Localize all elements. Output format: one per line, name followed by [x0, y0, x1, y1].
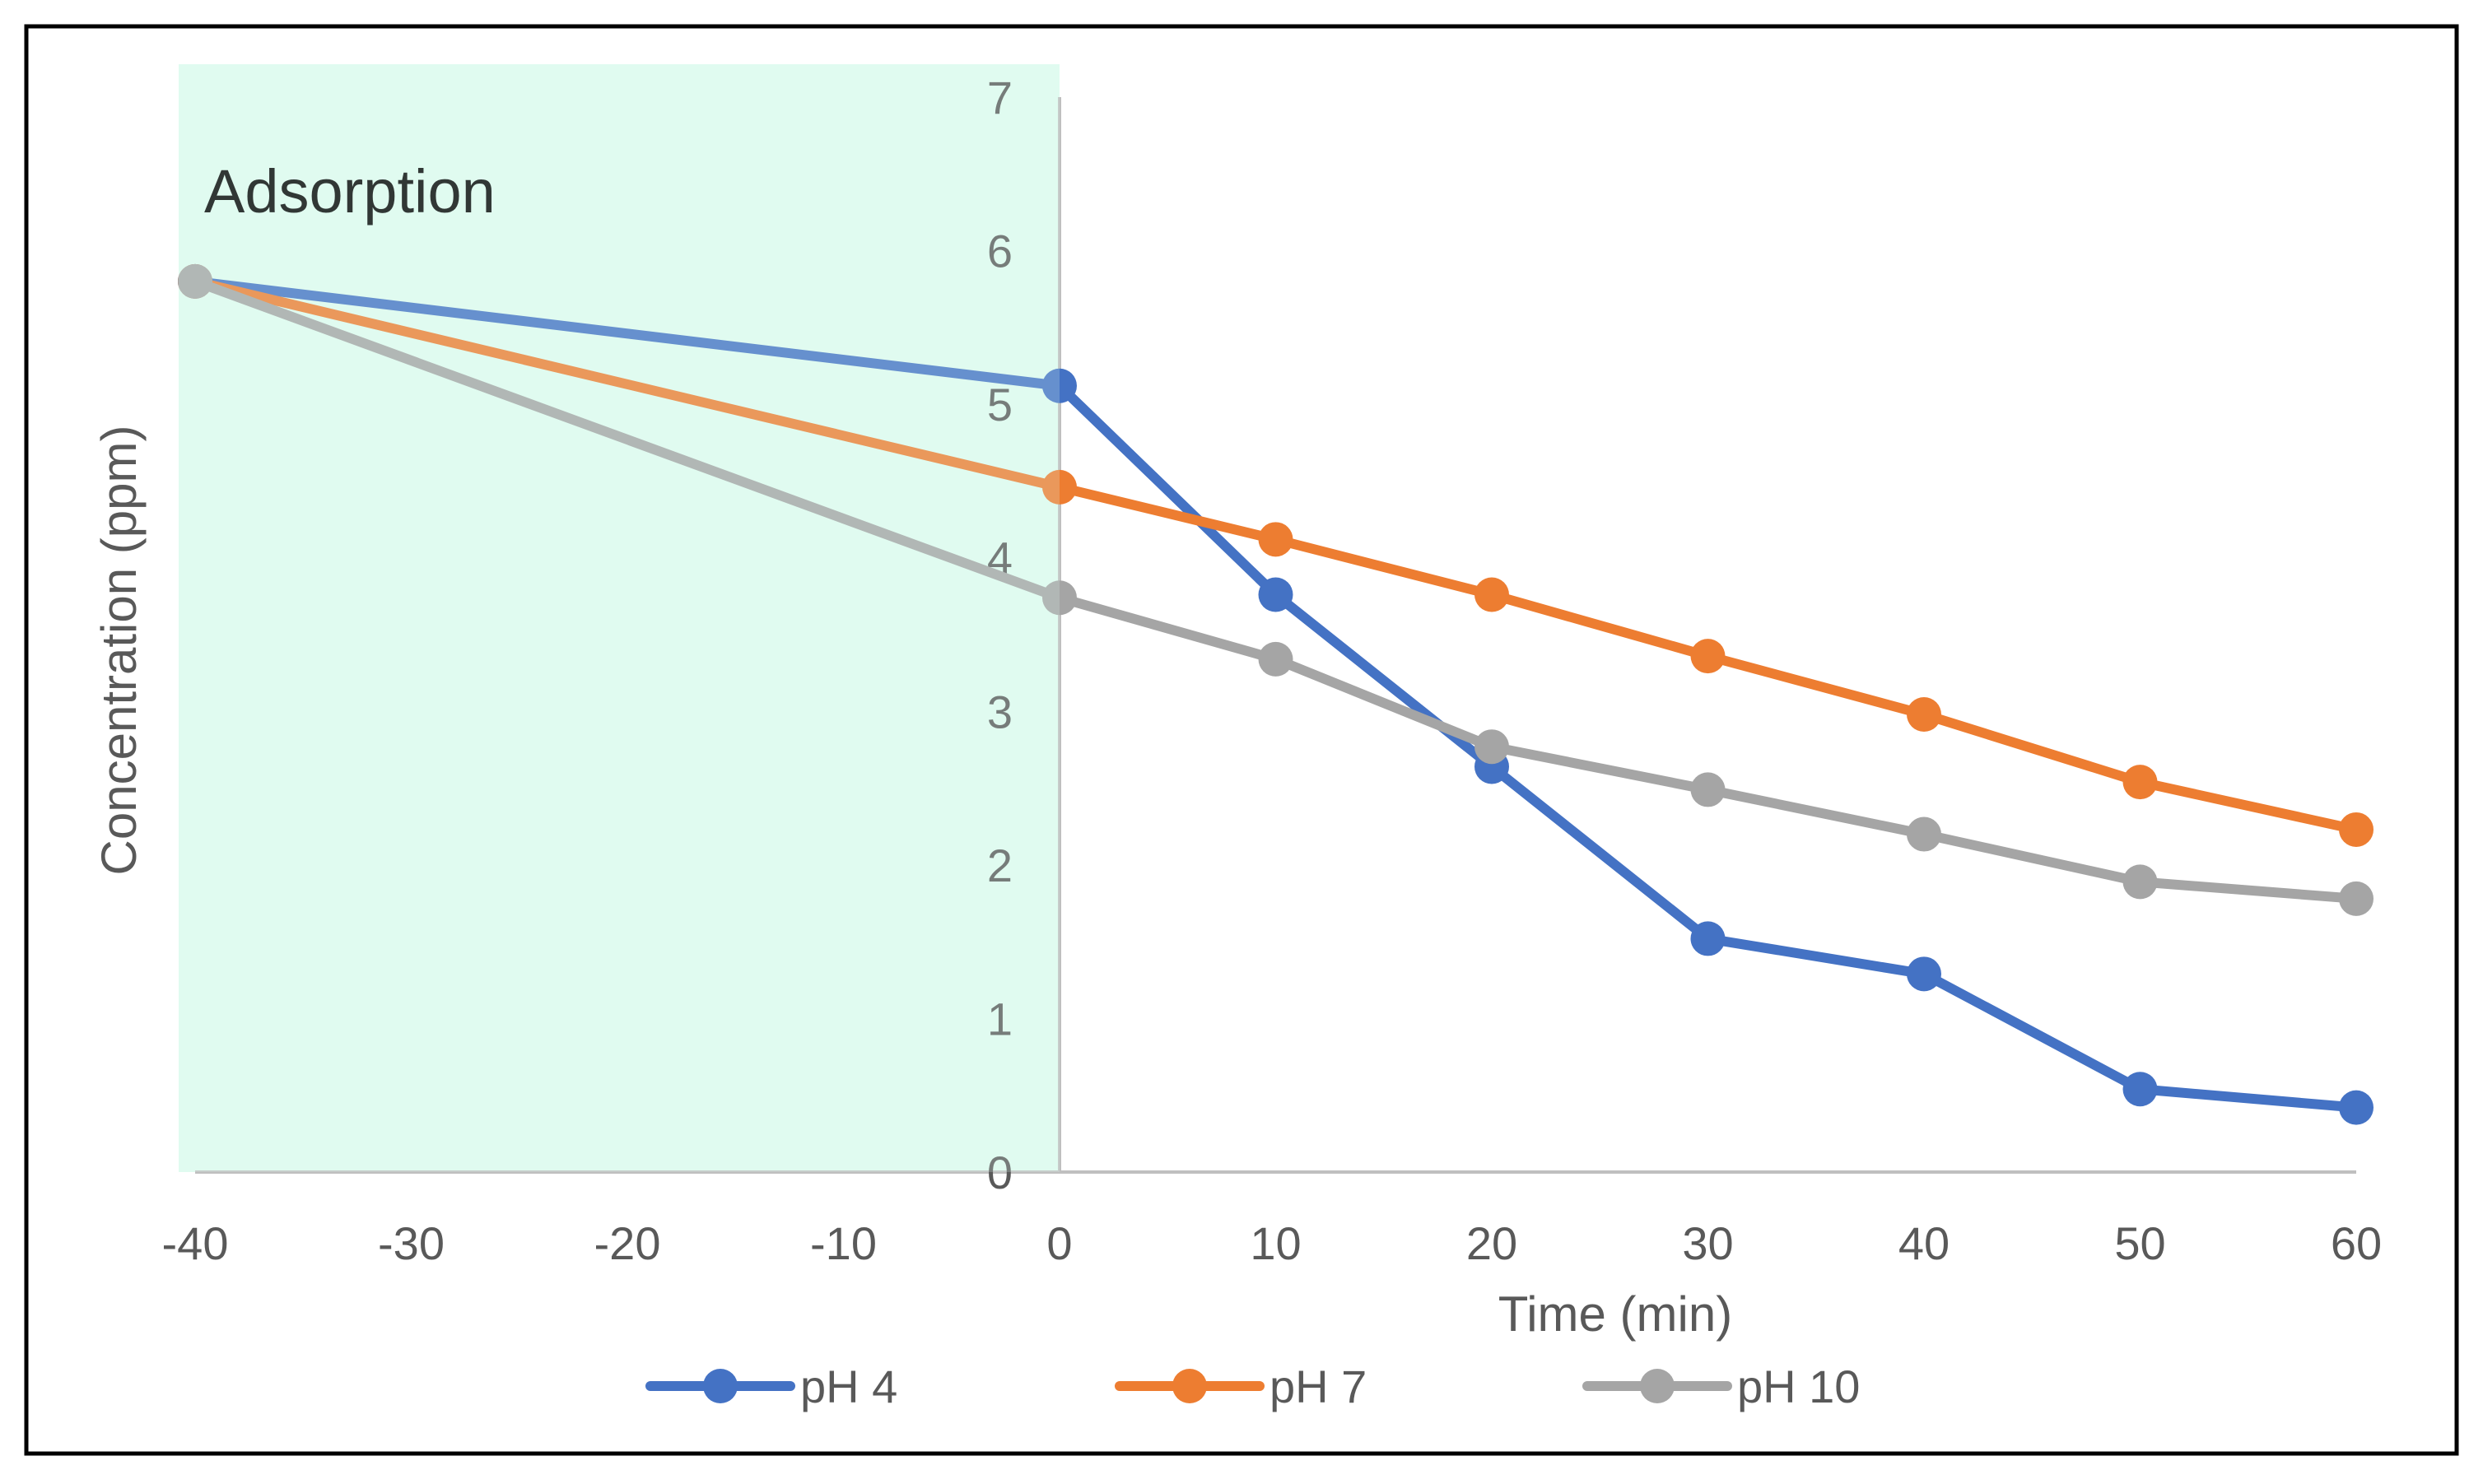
data-point — [2122, 864, 2158, 900]
y-tick-label: 0 — [987, 1147, 1013, 1198]
data-point — [2339, 881, 2374, 916]
x-tick-label: 50 — [2114, 1217, 2165, 1269]
data-point — [1258, 641, 1293, 677]
data-point — [1042, 368, 1077, 403]
data-point — [2339, 1090, 2374, 1125]
legend-item: pH 7 — [1115, 1361, 1367, 1412]
data-point — [1690, 921, 1726, 956]
x-tick-label: -10 — [810, 1217, 877, 1269]
legend-item: pH 4 — [645, 1361, 897, 1412]
data-point — [1042, 580, 1077, 616]
x-tick-label: -40 — [162, 1217, 229, 1269]
x-tick-label: 40 — [1898, 1217, 1950, 1269]
adsorption-label: Adsorption — [204, 157, 496, 226]
data-point — [1690, 772, 1726, 807]
legend-marker — [703, 1369, 738, 1403]
series-ph-7 — [178, 263, 2374, 847]
y-tick-label: 5 — [987, 379, 1013, 430]
x-tick-label: 20 — [1466, 1217, 1517, 1269]
y-tick-label: 6 — [987, 226, 1013, 277]
data-point — [2122, 765, 2158, 800]
series-line — [190, 276, 2361, 1113]
legend-label: pH 4 — [800, 1361, 897, 1412]
data-point — [1474, 577, 1509, 612]
y-tick-label: 7 — [987, 72, 1013, 123]
data-point — [1907, 697, 1941, 733]
adsorption-shaded-region — [179, 64, 1060, 1172]
y-tick-label: 2 — [987, 840, 1013, 891]
x-tick-label: -30 — [378, 1217, 445, 1269]
data-point — [178, 263, 212, 299]
legend-marker — [1640, 1369, 1675, 1403]
y-tick-label: 3 — [987, 686, 1013, 737]
x-tick-label: 30 — [1682, 1217, 1733, 1269]
data-point — [1907, 816, 1941, 852]
data-point — [1042, 469, 1077, 505]
x-tick-label: 60 — [2331, 1217, 2382, 1269]
legend: pH 4 pH 7 pH 10 — [645, 1361, 1860, 1412]
data-point — [1258, 577, 1293, 612]
data-point — [1907, 956, 1941, 992]
data-point — [2339, 812, 2374, 847]
y-axis-title: Concentration (ppm) — [91, 426, 147, 876]
series-line — [190, 276, 2361, 904]
y-tick-label: 1 — [987, 993, 1013, 1044]
data-point — [1258, 522, 1293, 557]
series-line — [190, 276, 2361, 835]
x-tick-label: 0 — [1046, 1217, 1072, 1269]
data-point — [1690, 639, 1726, 674]
x-tick-label: 10 — [1250, 1217, 1301, 1269]
series-ph-10 — [178, 263, 2374, 916]
legend-marker — [1172, 1369, 1207, 1403]
legend-label: pH 10 — [1737, 1361, 1860, 1412]
adsorption-overlay — [179, 64, 1060, 1172]
series-group — [178, 64, 2374, 1172]
legend-label: pH 7 — [1269, 1361, 1367, 1412]
data-point — [1474, 729, 1509, 765]
x-tick-label: -20 — [594, 1217, 661, 1269]
legend-item: pH 10 — [1582, 1361, 1860, 1412]
x-axis-title: Time (min) — [1498, 1286, 1732, 1342]
x-tick-labels: -40 -30 -20 -10 0 10 20 30 40 50 60 — [162, 1217, 2383, 1269]
data-point — [2122, 1072, 2158, 1107]
